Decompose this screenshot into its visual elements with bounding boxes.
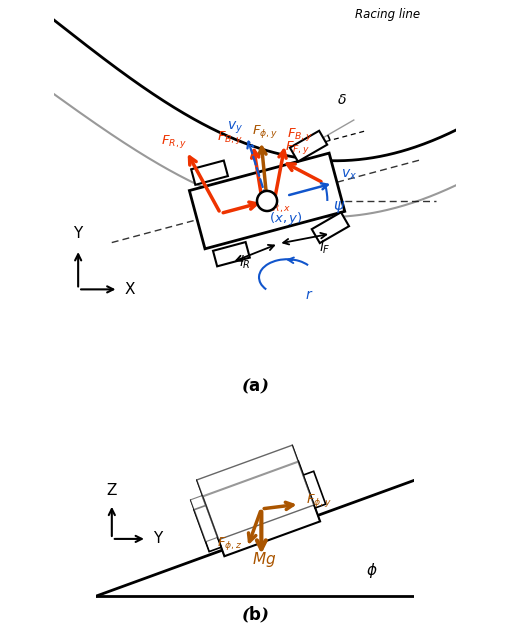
Polygon shape bbox=[303, 471, 325, 508]
Text: $F_{\phi,y}$: $F_{\phi,y}$ bbox=[251, 122, 277, 139]
Polygon shape bbox=[190, 495, 217, 542]
Polygon shape bbox=[196, 445, 314, 540]
Text: $\phi$: $\phi$ bbox=[365, 561, 377, 580]
Polygon shape bbox=[289, 131, 327, 161]
Text: ($\mathbf{b}$): ($\mathbf{b}$) bbox=[240, 605, 269, 625]
Polygon shape bbox=[189, 153, 344, 249]
Text: $F_{F,y}$: $F_{F,y}$ bbox=[284, 139, 309, 156]
Text: $r$: $r$ bbox=[304, 288, 313, 303]
Text: $F_{B,y}$: $F_{B,y}$ bbox=[216, 129, 243, 146]
Text: $v_x$: $v_x$ bbox=[340, 168, 356, 182]
Polygon shape bbox=[202, 462, 320, 556]
Polygon shape bbox=[191, 161, 228, 185]
Text: $F_{B,y}$: $F_{B,y}$ bbox=[287, 126, 313, 143]
Text: Y: Y bbox=[153, 531, 162, 546]
Polygon shape bbox=[193, 506, 221, 551]
Text: Z: Z bbox=[106, 482, 117, 497]
Text: $F_{R,y}$: $F_{R,y}$ bbox=[161, 133, 187, 151]
Text: $\delta$: $\delta$ bbox=[336, 93, 346, 107]
Polygon shape bbox=[96, 480, 413, 596]
Text: $(x, y)$: $(x, y)$ bbox=[269, 210, 302, 227]
Text: Racing line: Racing line bbox=[354, 8, 419, 21]
Polygon shape bbox=[311, 212, 348, 243]
Text: $l_R$: $l_R$ bbox=[239, 254, 250, 271]
Text: $F_{\phi,z}$: $F_{\phi,z}$ bbox=[216, 535, 242, 552]
Text: X: X bbox=[124, 282, 134, 297]
Text: $Mg$: $Mg$ bbox=[251, 550, 275, 568]
Circle shape bbox=[257, 191, 276, 211]
Text: $F_{R,x}$: $F_{R,x}$ bbox=[264, 199, 291, 215]
Text: Y: Y bbox=[73, 226, 82, 241]
Text: $l_F$: $l_F$ bbox=[319, 239, 330, 256]
Text: $v_y$: $v_y$ bbox=[227, 119, 242, 136]
Text: $F_{\phi,y}$: $F_{\phi,y}$ bbox=[305, 492, 331, 509]
Text: ($\mathbf{a}$): ($\mathbf{a}$) bbox=[241, 377, 268, 396]
Polygon shape bbox=[213, 242, 249, 266]
Text: $\psi$: $\psi$ bbox=[333, 199, 345, 215]
